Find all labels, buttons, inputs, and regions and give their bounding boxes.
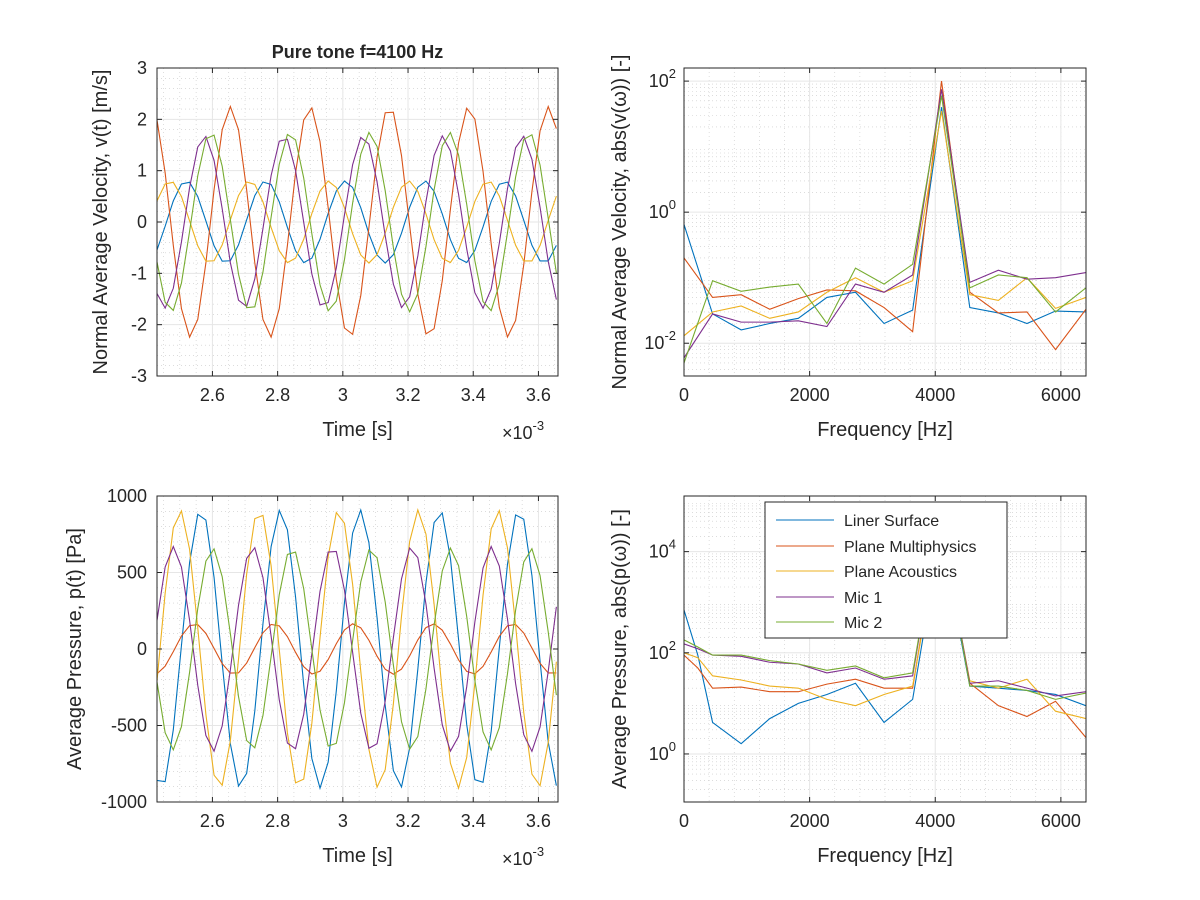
pressure-time-series-liner-surface: [157, 508, 557, 791]
pressure-time-y-tick-label: -500: [111, 716, 147, 736]
velocity-time-series-mic-1: [157, 134, 557, 310]
pressure-spectrum-axes-box: [683, 495, 1087, 803]
velocity-spectrum-x-axis-label: Frequency [Hz]: [817, 419, 953, 441]
velocity-time-x-tick-label: 2.8: [265, 385, 290, 405]
velocity-spectrum-x-tick-label: 0: [679, 385, 689, 405]
legend-label-liner-surface: Liner Surface: [844, 513, 939, 530]
pressure-spectrum-x-tick-label: 0: [679, 811, 689, 831]
velocity-time-x-tick-label: 3.2: [396, 385, 421, 405]
velocity-spectrum-y-tick-label: 100: [649, 197, 676, 222]
pressure-spectrum-series-mic-1: [684, 527, 1086, 697]
velocity-time-series-liner-surface: [157, 180, 557, 264]
pressure-time-x-tick-label: 2.8: [265, 811, 290, 831]
pressure-time-x-tick-label: 2.6: [200, 811, 225, 831]
legend-label-mic-1: Mic 1: [844, 590, 882, 607]
legend: Liner Surface Plane Multiphysics Plane A…: [764, 501, 1008, 639]
pressure-time-x-tick-label: 3: [338, 811, 348, 831]
pressure-time-series-plane-acoustics: [157, 507, 557, 791]
velocity-spectrum-x-tick-label: 6000: [1041, 385, 1081, 405]
pressure-spectrum-series-mic-2: [684, 527, 1086, 700]
velocity-time-series-plane-multiphysics: [157, 104, 557, 339]
pressure-spectrum-y-tick-label: 104: [649, 537, 676, 562]
pressure-spectrum-x-tick-label: 2000: [790, 811, 830, 831]
pressure-time-y-tick-label: 500: [117, 563, 147, 583]
pressure-time-grid: [157, 495, 558, 803]
velocity-time-y-tick-label: 0: [137, 212, 147, 232]
pressure-time-y-tick-label: 1000: [107, 486, 147, 506]
legend-label-plane-multiphysics: Plane Multiphysics: [844, 539, 977, 556]
velocity-time-x-tick-label: 3.4: [461, 385, 486, 405]
pressure-spectrum-series-plane-acoustics: [684, 531, 1086, 720]
velocity-time-axes: 2.6 2.8 3 3.2 3.4 3.6 -3 -2 -1 0 1 2 3 ×10-3 Time [s] N…: [90, 42, 559, 443]
velocity-spectrum-series-group: [684, 81, 1086, 364]
legend-entry-mic-1: Mic 1: [776, 590, 882, 607]
velocity-time-title: Pure tone f=4100 Hz: [272, 42, 444, 62]
pressure-time-x-tick-label: 3.2: [396, 811, 421, 831]
velocity-spectrum-y-tick-label: 10-2: [644, 328, 676, 353]
velocity-spectrum-grid: [683, 68, 1087, 376]
legend-entry-plane-acoustics: Plane Acoustics: [776, 564, 957, 581]
velocity-spectrum-plot-area: [684, 68, 1086, 376]
legend-entry-plane-multiphysics: Plane Multiphysics: [776, 539, 977, 556]
velocity-time-y-tick-label: 1: [137, 161, 147, 181]
pressure-spectrum-y-tick-label: 102: [649, 638, 676, 663]
velocity-spectrum-series-liner-surface: [684, 107, 1086, 331]
velocity-spectrum-y-tick-label: 102: [649, 66, 676, 91]
pressure-time-x-tick-label: 3.6: [526, 811, 551, 831]
velocity-spectrum-x-tick-label: 4000: [915, 385, 955, 405]
pressure-time-x-tick-label: 3.4: [461, 811, 486, 831]
velocity-time-series-mic-2: [157, 131, 557, 314]
pressure-spectrum-x-tick-label: 4000: [915, 811, 955, 831]
pressure-spectrum-x-tick-label: 6000: [1041, 811, 1081, 831]
velocity-spectrum-axes: 0 2000 4000 6000 10-2 100 102 Frequency [Hz] Nor…: [609, 55, 1087, 441]
velocity-spectrum-x-tick-label: 2000: [790, 385, 830, 405]
pressure-spectrum-series-liner-surface: [684, 536, 1086, 745]
pressure-time-y-tick-label: -1000: [101, 792, 147, 812]
pressure-time-series-group: [157, 507, 557, 791]
legend-box: [764, 501, 1008, 639]
velocity-time-y-tick-label: 2: [137, 109, 147, 129]
pressure-time-x-axis-label: Time [s]: [322, 845, 392, 867]
pressure-spectrum-y-tick-label: 100: [649, 739, 676, 764]
velocity-time-y-axis-label: Normal Average Velocity, v(t) [m/s]: [90, 70, 112, 375]
velocity-time-x-tick-label: 3: [338, 385, 348, 405]
velocity-time-x-tick-label: 2.6: [200, 385, 225, 405]
pressure-spectrum-series-group: [684, 527, 1086, 745]
velocity-time-x-axis-label: Time [s]: [322, 419, 392, 441]
pressure-time-series-mic-1: [157, 544, 557, 753]
velocity-time-y-tick-label: -1: [131, 263, 147, 283]
velocity-time-x-tick-label: 3.6: [526, 385, 551, 405]
velocity-time-y-tick-label: -3: [131, 366, 147, 386]
pressure-time-y-axis-label: Average Pressure, p(t) [Pa]: [64, 528, 86, 770]
velocity-time-series-group: [157, 104, 557, 339]
pressure-time-x-exponent-label: ×10-3: [502, 844, 544, 869]
pressure-time-y-tick-label: 0: [137, 639, 147, 659]
pressure-time-series-mic-2: [157, 546, 557, 752]
velocity-spectrum-series-mic-2: [684, 95, 1086, 364]
velocity-time-x-exponent-label: ×10-3: [502, 418, 544, 443]
pressure-time-axes: 2.6 2.8 3 3.2 3.4 3.6 -1000 -500 0 500 1000 ×10-3 Ti…: [64, 486, 559, 869]
pressure-spectrum-series-plane-multiphysics: [684, 527, 1086, 739]
velocity-time-y-tick-label: -2: [131, 315, 147, 335]
legend-label-plane-acoustics: Plane Acoustics: [844, 564, 957, 581]
legend-label-mic-2: Mic 2: [844, 615, 882, 632]
pressure-spectrum-x-axis-label: Frequency [Hz]: [817, 845, 953, 867]
legend-entry-mic-2: Mic 2: [776, 615, 882, 632]
legend-entry-liner-surface: Liner Surface: [776, 513, 939, 530]
velocity-time-series-plane-acoustics: [157, 180, 557, 264]
velocity-time-y-tick-label: 3: [137, 58, 147, 78]
pressure-spectrum-y-axis-label: Average Pressure, abs(p(ω)) [-]: [609, 509, 631, 789]
velocity-spectrum-series-mic-1: [684, 89, 1086, 359]
velocity-spectrum-y-axis-label: Normal Average Velocity, abs(v(ω)) [-]: [609, 55, 631, 390]
velocity-spectrum-axes-box: [683, 67, 1087, 377]
velocity-spectrum-series-plane-multiphysics: [684, 81, 1086, 351]
